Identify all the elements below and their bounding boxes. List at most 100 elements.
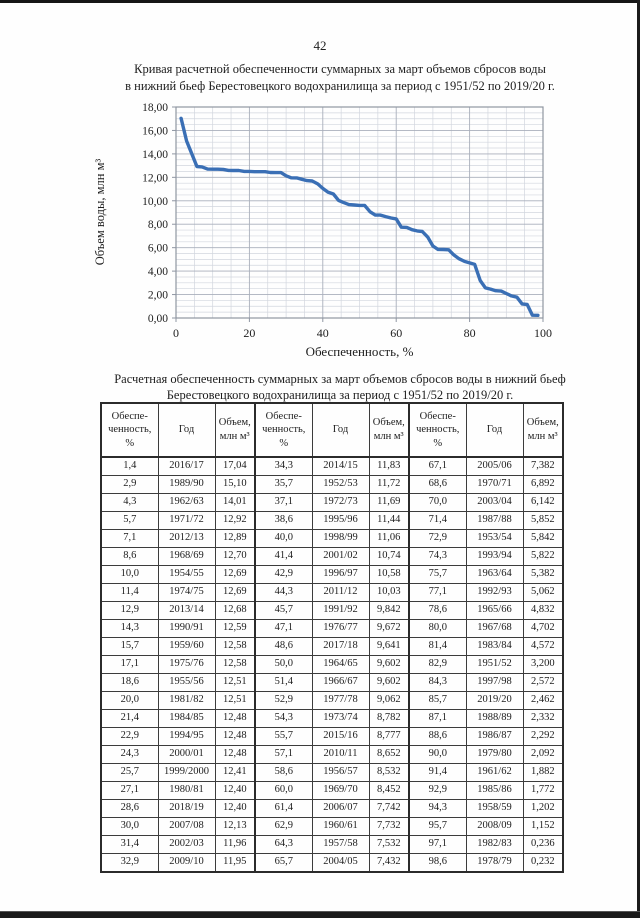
cell-volume: 9,602 (368, 673, 410, 692)
cell-year: 2005/06 (465, 456, 524, 476)
cell-volume: 12,59 (214, 619, 256, 638)
y-tick-label: 18,00 (142, 102, 168, 114)
cell-year: 1992/93 (465, 583, 524, 602)
cell-volume: 9,602 (368, 655, 410, 674)
cell-volume: 11,72 (368, 475, 410, 494)
table-row: 20,0 1981/82 12,51 52,9 1977/78 9,062 85,7 2019… (100, 691, 564, 710)
cell-year: 1979/80 (465, 745, 524, 764)
cell-volume: 9,672 (368, 619, 410, 638)
cell-year: 2009/10 (157, 853, 216, 873)
cell-year: 2008/09 (465, 817, 524, 836)
cell-provision-percent: 17,1 (100, 655, 159, 674)
x-tick-label: 80 (464, 326, 476, 340)
cell-volume: 9,062 (368, 691, 410, 710)
cell-volume: 8,777 (368, 727, 410, 746)
cell-provision-percent: 72,9 (408, 529, 467, 548)
y-axis-title: Объем воды, млн м³ (93, 159, 107, 266)
cell-volume: 10,58 (368, 565, 410, 584)
y-tick-label: 16,00 (142, 125, 168, 137)
cell-year: 1993/94 (465, 547, 524, 566)
cell-year: 1978/79 (465, 853, 524, 873)
cell-year: 1995/96 (311, 511, 370, 530)
cell-year: 2019/20 (465, 691, 524, 710)
cell-provision-percent: 8,6 (100, 547, 159, 566)
table-body: 1,4 2016/17 17,04 34,3 2014/15 11,83 67,1 2005/… (100, 456, 564, 873)
cell-year: 1954/55 (157, 565, 216, 584)
cell-year: 1977/78 (311, 691, 370, 710)
cell-volume: 4,832 (522, 601, 564, 620)
cell-provision-percent: 55,7 (254, 727, 313, 746)
cell-provision-percent: 98,6 (408, 853, 467, 873)
cell-provision-percent: 84,3 (408, 673, 467, 692)
cell-volume: 11,83 (368, 456, 410, 476)
cell-volume: 4,702 (522, 619, 564, 638)
table-row: 11,4 1974/75 12,69 44,3 2011/12 10,03 77,1 1992… (100, 583, 564, 602)
cell-volume: 12,40 (214, 799, 256, 818)
cell-year: 1975/76 (157, 655, 216, 674)
cell-year: 1986/87 (465, 727, 524, 746)
cell-provision-percent: 32,9 (100, 853, 159, 873)
cell-year: 2011/12 (311, 583, 370, 602)
cell-volume: 7,742 (368, 799, 410, 818)
scan-edge-bottom (0, 911, 640, 918)
cell-year: 1976/77 (311, 619, 370, 638)
cell-provision-percent: 5,7 (100, 511, 159, 530)
cell-provision-percent: 92,9 (408, 781, 467, 800)
cell-year: 1983/84 (465, 637, 524, 656)
cell-year: 1953/54 (465, 529, 524, 548)
cell-year: 1984/85 (157, 709, 216, 728)
cell-volume: 12,68 (214, 601, 256, 620)
y-tick-label: 12,00 (142, 172, 168, 184)
cell-volume: 11,44 (368, 511, 410, 530)
cell-provision-percent: 11,4 (100, 583, 159, 602)
cell-year: 1985/86 (465, 781, 524, 800)
y-tick-label: 6,00 (148, 243, 168, 255)
table-title-line1: Расчетная обеспеченность суммарных за ма… (114, 372, 566, 386)
chart-title-line1: Кривая расчетной обеспеченности суммарны… (134, 62, 546, 76)
x-tick-label: 40 (317, 326, 329, 340)
header-cell-year: Год (465, 402, 524, 458)
cell-year: 1997/98 (465, 673, 524, 692)
cell-year: 1956/57 (311, 763, 370, 782)
cell-provision-percent: 82,9 (408, 655, 467, 674)
cell-provision-percent: 45,7 (254, 601, 313, 620)
x-tick-label: 60 (390, 326, 402, 340)
cell-provision-percent: 54,3 (254, 709, 313, 728)
cell-volume: 5,382 (522, 565, 564, 584)
cell-provision-percent: 80,0 (408, 619, 467, 638)
cell-year: 1969/70 (311, 781, 370, 800)
cell-volume: 15,10 (214, 475, 256, 494)
cell-year: 1999/2000 (157, 763, 216, 782)
header-cell-year: Год (311, 402, 370, 458)
cell-provision-percent: 85,7 (408, 691, 467, 710)
cell-year: 2002/03 (157, 835, 216, 854)
cell-provision-percent: 28,6 (100, 799, 159, 818)
table-row: 12,9 2013/14 12,68 45,7 1991/92 9,842 78,6 1965… (100, 601, 564, 620)
cell-provision-percent: 40,0 (254, 529, 313, 548)
cell-year: 2015/16 (311, 727, 370, 746)
cell-provision-percent: 27,1 (100, 781, 159, 800)
cell-volume: 1,152 (522, 817, 564, 836)
cell-year: 2001/02 (311, 547, 370, 566)
cell-volume: 12,69 (214, 565, 256, 584)
cell-year: 1970/71 (465, 475, 524, 494)
scan-edge-right (637, 0, 640, 918)
cell-volume: 0,236 (522, 835, 564, 854)
cell-volume: 10,74 (368, 547, 410, 566)
cell-provision-percent: 58,6 (254, 763, 313, 782)
cell-year: 1972/73 (311, 493, 370, 512)
cell-provision-percent: 1,4 (100, 456, 159, 476)
x-tick-label: 100 (534, 326, 552, 340)
cell-provision-percent: 70,0 (408, 493, 467, 512)
table-title: Расчетная обеспеченность суммарных за ма… (40, 371, 640, 404)
cell-provision-percent: 38,6 (254, 511, 313, 530)
cell-provision-percent: 64,3 (254, 835, 313, 854)
cell-provision-percent: 95,7 (408, 817, 467, 836)
cell-volume: 3,200 (522, 655, 564, 674)
header-cell-provision-percent: Обеспе- ченность, % (408, 402, 467, 458)
table-row: 32,9 2009/10 11,95 65,7 2004/05 7,432 98,6 1978… (100, 853, 564, 873)
table-row: 30,0 2007/08 12,13 62,9 1960/61 7,732 95,7 2008… (100, 817, 564, 836)
cell-provision-percent: 22,9 (100, 727, 159, 746)
table-row: 1,4 2016/17 17,04 34,3 2014/15 11,83 67,1 2005/… (100, 456, 564, 476)
table-row: 4,3 1962/63 14,01 37,1 1972/73 11,69 70,0 2003/… (100, 493, 564, 512)
